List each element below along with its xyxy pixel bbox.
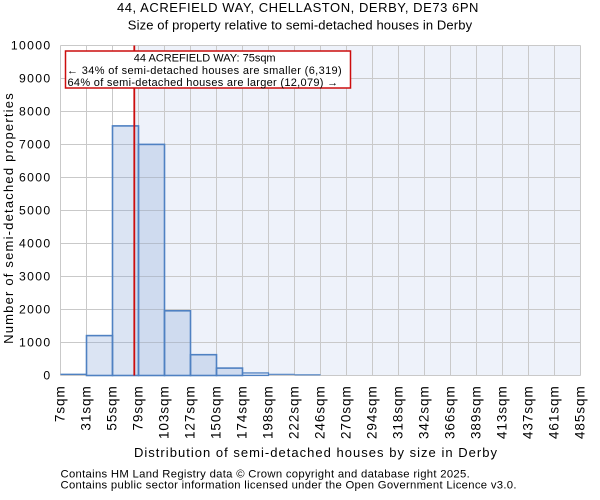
svg-text:Contains HM Land Registry data: Contains HM Land Registry data © Crown c… xyxy=(61,469,471,481)
svg-text:Contains public sector informa: Contains public sector information licen… xyxy=(61,479,517,491)
svg-text:461sqm: 461sqm xyxy=(547,385,562,439)
svg-text:0: 0 xyxy=(43,369,51,383)
svg-text:4000: 4000 xyxy=(19,237,52,251)
svg-text:174sqm: 174sqm xyxy=(235,385,250,439)
svg-text:246sqm: 246sqm xyxy=(313,385,328,439)
svg-text:413sqm: 413sqm xyxy=(495,385,510,439)
svg-text:Size of property relative to s: Size of property relative to semi-detach… xyxy=(128,18,473,33)
svg-text:Distribution of semi-detached: Distribution of semi-detached houses by … xyxy=(134,445,498,460)
svg-text:5000: 5000 xyxy=(19,204,52,218)
svg-text:1000: 1000 xyxy=(19,336,52,350)
svg-text:31sqm: 31sqm xyxy=(79,385,94,430)
svg-text:485sqm: 485sqm xyxy=(573,385,588,439)
svg-text:10000: 10000 xyxy=(11,39,52,53)
svg-text:294sqm: 294sqm xyxy=(365,385,380,439)
svg-text:55sqm: 55sqm xyxy=(105,385,120,430)
svg-text:318sqm: 318sqm xyxy=(391,385,406,439)
svg-text:222sqm: 222sqm xyxy=(287,385,302,439)
svg-text:198sqm: 198sqm xyxy=(261,385,276,439)
svg-text:342sqm: 342sqm xyxy=(417,385,432,439)
svg-text:437sqm: 437sqm xyxy=(521,385,536,439)
svg-text:9000: 9000 xyxy=(19,72,52,86)
svg-text:6000: 6000 xyxy=(19,171,52,185)
svg-text:366sqm: 366sqm xyxy=(443,385,458,439)
svg-text:3000: 3000 xyxy=(19,270,52,284)
svg-text:44, ACREFIELD WAY, CHELLASTON,: 44, ACREFIELD WAY, CHELLASTON, DERBY, DE… xyxy=(117,0,479,15)
svg-text:7000: 7000 xyxy=(19,138,52,152)
svg-text:44 ACREFIELD WAY: 75sqm: 44 ACREFIELD WAY: 75sqm xyxy=(134,53,276,65)
svg-text:389sqm: 389sqm xyxy=(469,385,484,439)
svg-text:270sqm: 270sqm xyxy=(339,385,354,439)
svg-text:103sqm: 103sqm xyxy=(157,385,172,439)
svg-text:79sqm: 79sqm xyxy=(131,385,146,430)
svg-text:Number of semi-detached proper: Number of semi-detached properties xyxy=(1,92,16,344)
svg-text:8000: 8000 xyxy=(19,105,52,119)
svg-text:127sqm: 127sqm xyxy=(183,385,198,439)
svg-text:150sqm: 150sqm xyxy=(209,385,224,439)
svg-text:2000: 2000 xyxy=(19,303,52,317)
svg-text:7sqm: 7sqm xyxy=(53,385,68,422)
svg-text:64% of semi-detached houses ar: 64% of semi-detached houses are larger (… xyxy=(68,77,339,89)
svg-text:← 34% of semi-detached houses: ← 34% of semi-detached houses are smalle… xyxy=(67,65,342,77)
